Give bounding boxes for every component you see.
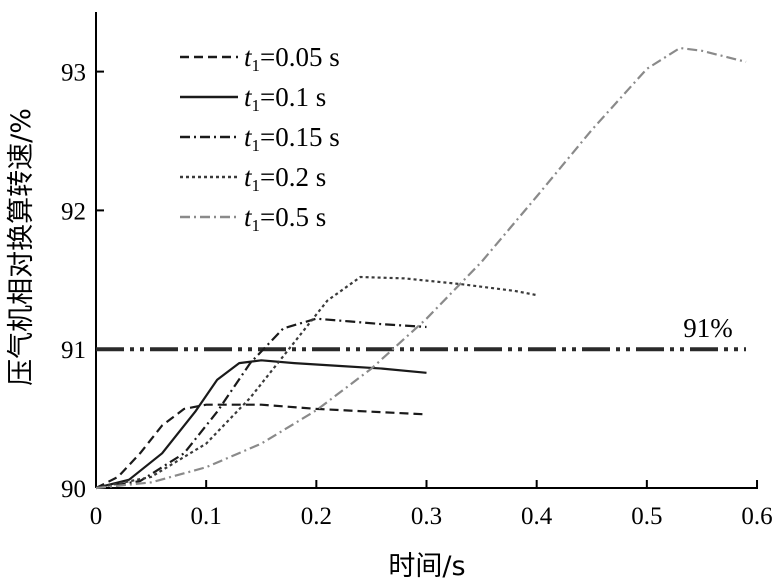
series-line-1 [95,403,427,489]
series-line-5 [95,46,747,490]
y-tick-label: 90 [61,476,86,503]
y-axis-title: 压气机相对换算转速/% [6,108,37,386]
legend-subscript: 1 [252,56,261,75]
legend-subscript: 1 [252,216,261,235]
legend-var: t [244,202,253,232]
legend-subscript: 1 [252,96,261,115]
legend-subscript: 1 [252,136,261,155]
y-tick-label: 91 [61,337,86,364]
legend-rest: =0.05 s [260,42,340,72]
x-axis-title: 时间/s [388,551,465,582]
reference-line-label: 91% [683,313,733,343]
legend-var: t [244,42,253,72]
legend-var: t [244,162,253,192]
legend-label-3: t1=0.15 s [244,122,340,155]
legend-rest: =0.2 s [260,162,326,192]
x-tick-label: 0.3 [411,503,442,530]
legend-var: t [244,122,253,152]
legend-label-2: t1=0.1 s [244,82,326,115]
x-tick-label: 0.2 [301,503,332,530]
y-ticks: 90 91 92 93 [61,60,104,503]
reference-line-group: 91% [96,313,747,352]
y-tick-label: 93 [61,60,86,87]
legend-var: t [244,82,253,112]
series-line-4 [95,275,537,490]
x-tick-label: 0 [90,503,103,530]
legend-rest: =0.1 s [260,82,326,112]
x-tick-label: 0.4 [521,503,553,530]
series-group [95,46,747,490]
legend-subscript: 1 [252,176,261,195]
legend-rest: =0.5 s [260,202,326,232]
x-tick-label: 0.1 [191,503,222,530]
series-line-3 [95,317,427,490]
legend-rest: =0.15 s [260,122,340,152]
legend-label-5: t1=0.5 s [244,202,326,235]
series-line-2 [95,359,427,490]
y-tick-label: 92 [61,198,86,225]
x-tick-label: 0.6 [741,503,772,530]
axes [95,12,758,489]
legend-label-4: t1=0.2 s [244,162,326,195]
legend-label-1: t1=0.05 s [244,42,340,75]
legend: t1=0.05 st1=0.1 st1=0.15 st1=0.2 st1=0.5… [180,42,340,235]
x-tick-label: 0.5 [631,503,662,530]
x-ticks: 0 0.1 0.2 0.3 0.4 0.5 0.6 [90,480,773,530]
